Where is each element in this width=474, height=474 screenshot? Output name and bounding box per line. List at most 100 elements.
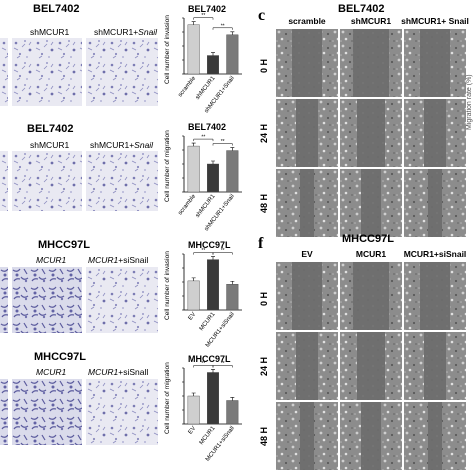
- bar-0: [187, 145, 200, 193]
- category-label-1: MCUR1: [199, 425, 217, 446]
- significance-label: **: [201, 361, 205, 367]
- significance-label: **: [221, 361, 225, 367]
- bel-migration-image-1: [0, 151, 8, 211]
- bel-invasion-image-2: [12, 38, 82, 106]
- significance-label: **: [221, 248, 225, 254]
- wound-c-image-r2-c2: [404, 169, 466, 237]
- error-bar-0: [191, 142, 196, 147]
- bar-1: [207, 163, 220, 193]
- wound-c-image-r0-c0: [276, 29, 338, 97]
- panel-c-label: c: [258, 7, 266, 24]
- bar-0: [187, 395, 200, 425]
- wound-f-title: MHCC97L: [342, 233, 394, 245]
- mh-invasion-col2-label: MCUR1+siSnail: [88, 255, 149, 265]
- wound-c-row-label-0: 0 H: [259, 58, 269, 73]
- chart-title: MHCC97L: [188, 240, 231, 250]
- significance-bracket: [193, 138, 214, 142]
- error-bar-1: [211, 52, 215, 56]
- bel-invasion-title: BEL7402: [33, 3, 80, 15]
- bar-chart-0: BEL7402 Cell number of invasion scramble sh…: [160, 0, 256, 118]
- error-bar-2: [230, 280, 235, 285]
- mh-migration-title: MHCC97L: [34, 351, 86, 363]
- significance-bracket: [212, 27, 233, 30]
- wound-c-image-r1-c2: [404, 99, 466, 167]
- panel-f-label: f: [258, 235, 264, 252]
- wound-c-col-label-0: scramble: [288, 16, 326, 26]
- bar-chart-1: BEL7402 Cell number of migration scramble s…: [160, 118, 256, 236]
- significance-label: **: [221, 23, 225, 29]
- wound-c-image-r2-c0: [276, 169, 338, 237]
- error-bar-1: [211, 256, 215, 260]
- bar-2: [226, 34, 239, 75]
- mh-invasion-title: MHCC97L: [38, 239, 90, 251]
- bar-chart-2: MHCC97L Cell number of invasion EV MCUR1 MCU…: [160, 236, 256, 354]
- error-bar-0: [191, 392, 196, 396]
- chart-ylabel: Cell number of invasion: [164, 15, 171, 84]
- mh-invasion-col1-label: MCUR1: [36, 255, 67, 265]
- chart-ylabel: Cell number of migration: [164, 362, 171, 434]
- wound-f-image-r1-c2: [404, 332, 466, 400]
- wound-f-row-label-1: 24 H: [259, 356, 269, 376]
- mh-migration-image-2: [12, 379, 82, 445]
- bar-chart-3: MHCC97L Cell number of migration EV MCUR1 MC…: [160, 350, 256, 468]
- significance-bracket: [212, 365, 233, 368]
- bel-migration-col2-label: shMCUR1+Snail: [90, 140, 154, 150]
- bar-1: [207, 372, 220, 425]
- bar-1: [207, 259, 220, 311]
- bel-invasion-image-3: [86, 38, 158, 106]
- error-bar-0: [191, 21, 196, 25]
- significance-label: **: [201, 13, 205, 19]
- significance-label: **: [221, 139, 225, 145]
- bel-migration-image-3: [86, 151, 158, 211]
- significance-bracket: [193, 17, 214, 20]
- wound-f-row-label-2: 48 H: [259, 426, 269, 446]
- bel-migration-title: BEL7402: [27, 123, 74, 135]
- wound-f-image-r0-c1: [340, 262, 402, 330]
- significance-label: **: [201, 135, 205, 141]
- wound-f-image-r2-c2: [404, 402, 466, 470]
- bar-2: [226, 284, 239, 311]
- chart-title: MHCC97L: [188, 354, 231, 364]
- mh-invasion-image-1: [0, 267, 8, 333]
- bar-0: [187, 280, 200, 311]
- bel-invasion-col1-label: shMCUR1: [30, 27, 70, 37]
- wound-c-image-r0-c2: [404, 29, 466, 97]
- wound-f-image-r1-c0: [276, 332, 338, 400]
- chart-ylabel: Cell number of migration: [164, 130, 171, 202]
- significance-bracket: [212, 252, 233, 255]
- wound-f-col-label-2: MCUR1+siSnail: [403, 249, 467, 259]
- bar-1: [207, 55, 220, 75]
- bar-0: [187, 24, 200, 75]
- wound-f-image-r2-c0: [276, 402, 338, 470]
- error-bar-1: [211, 160, 215, 164]
- bel-invasion-image-1: [0, 38, 8, 106]
- wound-f-image-r2-c1: [340, 402, 402, 470]
- wound-f-image-r0-c2: [404, 262, 466, 330]
- mh-migration-image-3: [86, 379, 158, 445]
- wound-c-image-r0-c1: [340, 29, 402, 97]
- mh-invasion-image-3: [86, 267, 158, 333]
- category-label-0: scramble: [178, 193, 198, 216]
- mh-migration-col2-label: MCUR1+siSnall: [88, 367, 149, 377]
- category-label-1: MCUR1: [199, 311, 217, 332]
- wound-c-row-label-2: 48 H: [259, 193, 269, 213]
- wound-c-row-label-1: 24 H: [259, 123, 269, 143]
- error-bar-1: [211, 369, 215, 373]
- wound-c-image-r1-c0: [276, 99, 338, 167]
- significance-bracket: [212, 143, 233, 146]
- chart-ylabel: Cell number of invasion: [164, 251, 171, 320]
- error-bar-2: [230, 147, 235, 151]
- chart-title: BEL7402: [188, 4, 226, 14]
- wound-c-title: BEL7402: [338, 3, 385, 15]
- bel-invasion-col2-label: shMCUR1+Snail: [94, 27, 158, 37]
- bel-migration-image-2: [12, 151, 82, 211]
- mh-invasion-image-2: [12, 267, 82, 333]
- wound-c-col-label-1: shMCUR1: [350, 16, 392, 26]
- error-bar-2: [230, 31, 235, 35]
- wound-c-col-label-2: shMCUR1+ Snail: [401, 16, 469, 26]
- bel-migration-col1-label: shMCUR1: [30, 140, 70, 150]
